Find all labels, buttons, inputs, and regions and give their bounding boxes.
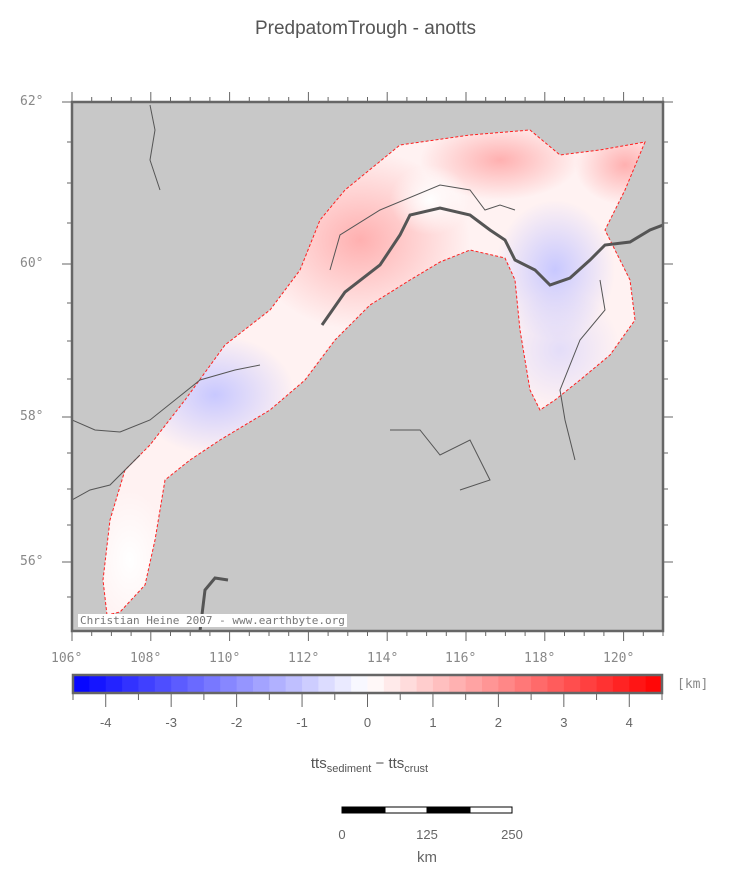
lat-label: 62°	[20, 94, 44, 109]
colorbar-cell	[383, 675, 401, 693]
colorbar-cell	[367, 675, 385, 693]
colorbar-cell	[203, 675, 221, 693]
colorbar-cell	[334, 675, 352, 693]
scale-label: 250	[501, 827, 523, 842]
colorbar-tick-label: -1	[296, 715, 308, 730]
frame-ticks	[62, 92, 673, 641]
lon-label: 116°	[445, 651, 477, 666]
colorbar-cell	[285, 675, 303, 693]
lon-label: 108°	[130, 651, 162, 666]
colorbar-cell	[432, 675, 450, 693]
colorbar-cell	[302, 675, 319, 693]
colorbar	[71, 673, 664, 707]
credit-text: Christian Heine 2007 - www.earthbyte.org	[78, 614, 347, 627]
colorbar-tick-label: 3	[560, 715, 568, 730]
colorbar-cell	[187, 675, 205, 693]
scale-bar	[341, 806, 513, 814]
scale-unit: km	[417, 849, 437, 866]
map-title: PredpatomTrough - anotts	[254, 18, 477, 39]
colorbar-title: ttssediment − ttscrust	[310, 755, 429, 775]
colorbar-cell	[596, 675, 614, 693]
colorbar-cell	[645, 675, 663, 693]
colorbar-tick-label: 0	[363, 715, 372, 730]
colorbar-cell	[531, 675, 548, 693]
colorbar-cell	[351, 675, 368, 693]
colorbar-tick-label: 2	[494, 715, 502, 730]
colorbar-cell	[482, 675, 499, 693]
lat-label: 58°	[20, 409, 44, 424]
lat-label: 56°	[20, 554, 44, 569]
colorbar-cell	[269, 675, 287, 693]
colorbar-tick-label: 4	[625, 715, 633, 730]
colorbar-cell	[416, 675, 434, 693]
colorbar-cell	[465, 675, 483, 693]
lon-label: 120°	[603, 651, 635, 666]
colorbar-cell	[580, 675, 598, 693]
colorbar-cell	[498, 675, 516, 693]
colorbar-cell	[89, 675, 107, 693]
lon-label: 118°	[524, 651, 556, 666]
colorbar-cell	[514, 675, 532, 693]
lon-label: 106°	[51, 651, 83, 666]
colorbar-cell	[105, 675, 123, 693]
colorbar-cell	[252, 675, 270, 693]
colorbar-unit: [km]	[677, 677, 709, 692]
colorbar-cell	[629, 675, 647, 693]
rivers	[72, 104, 663, 631]
colorbar-cell	[612, 675, 630, 693]
colorbar-cell	[547, 675, 565, 693]
colorbar-tick-label: -2	[230, 715, 243, 730]
colorbar-cell	[171, 675, 189, 693]
colorbar-cell	[318, 675, 336, 693]
colorbar-cell	[220, 675, 238, 693]
colorbar-cell	[449, 675, 467, 693]
lon-label: 110°	[209, 651, 241, 666]
colorbar-tick-label: -3	[165, 715, 177, 730]
lon-label: 114°	[367, 651, 399, 666]
lat-label: 60°	[20, 256, 44, 271]
colorbar-cell	[138, 675, 156, 693]
lon-label: 112°	[288, 651, 320, 666]
colorbar-cell	[73, 675, 90, 693]
scale-label: 125	[416, 827, 438, 842]
colorbar-tick-label: 1	[429, 715, 437, 730]
colorbar-cell	[154, 675, 172, 693]
colorbar-cell	[563, 675, 581, 693]
colorbar-cell	[122, 675, 139, 693]
colorbar-cell	[236, 675, 254, 693]
colorbar-tick-label: -4	[99, 715, 112, 730]
scale-label: 0	[338, 827, 346, 842]
colorbar-cell	[400, 675, 418, 693]
